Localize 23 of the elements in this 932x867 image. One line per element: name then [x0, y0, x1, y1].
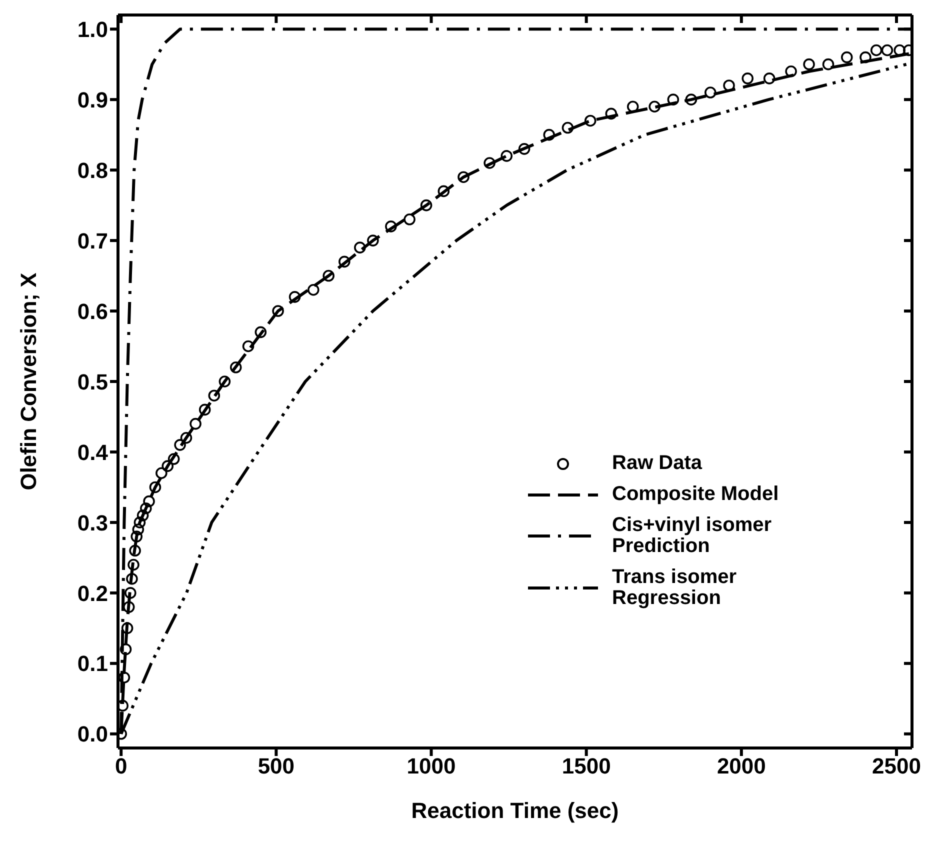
legend-label: Trans isomer Regression: [612, 566, 738, 609]
y-tick-label: 0.4: [77, 440, 109, 465]
y-tick-label: 0.0: [77, 722, 108, 747]
y-tick-label: 0.2: [77, 580, 108, 606]
y-tick-label: 0.9: [77, 87, 108, 112]
y-axis-title: Olefin Conversion; X: [16, 272, 41, 490]
y-tick-label: 0.6: [77, 298, 108, 324]
y-tick-label: 0.5: [77, 369, 108, 394]
x-tick-label: 2000: [716, 754, 766, 779]
legend-label: Composite Model: [612, 483, 780, 505]
x-tick-label: 1500: [562, 754, 611, 779]
y-tick-label: 0.1: [77, 651, 108, 676]
y-tick-label: 0.7: [77, 228, 108, 254]
legend-label: Raw Data: [612, 452, 704, 474]
x-tick-label: 2500: [872, 754, 921, 779]
y-tick-label: 0.8: [77, 158, 108, 183]
y-tick-label: 0.3: [77, 510, 108, 536]
x-tick-label: 0: [114, 754, 128, 779]
legend-label: Cis+vinyl isomer Prediction: [612, 514, 773, 557]
y-tick-label: 1.0: [77, 16, 108, 42]
x-axis-title: Reaction Time (sec): [411, 798, 619, 823]
x-tick-label: 500: [258, 754, 295, 779]
x-tick-label: 1000: [406, 754, 456, 779]
